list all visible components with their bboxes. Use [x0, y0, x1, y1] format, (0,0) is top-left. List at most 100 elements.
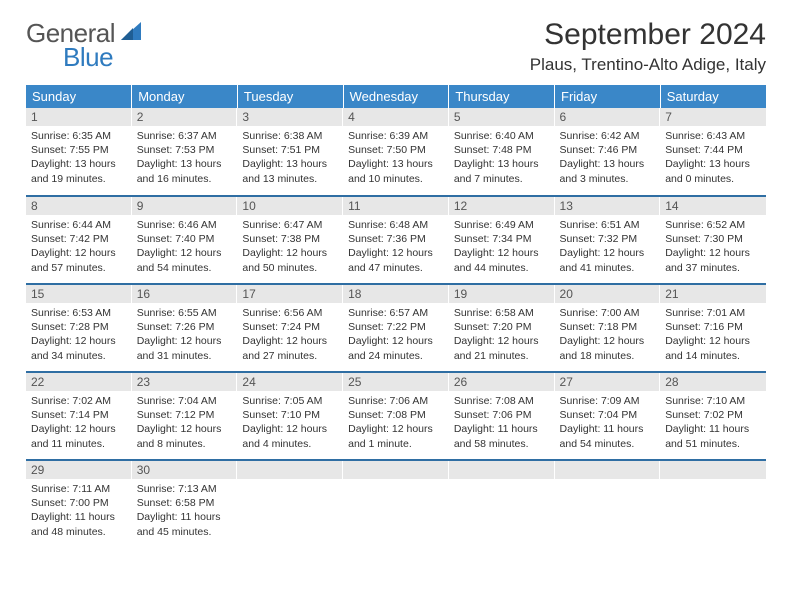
day-number: 22	[26, 373, 132, 391]
calendar-day-cell: 13Sunrise: 6:51 AMSunset: 7:32 PMDayligh…	[555, 196, 661, 284]
sunrise-line: Sunrise: 6:52 AM	[665, 218, 761, 232]
day-content: Sunrise: 6:48 AMSunset: 7:36 PMDaylight:…	[343, 215, 449, 280]
day-content	[555, 479, 661, 539]
daylight-line: Daylight: 12 hours and 50 minutes.	[242, 246, 338, 274]
day-number: 20	[555, 285, 661, 303]
day-content: Sunrise: 7:06 AMSunset: 7:08 PMDaylight:…	[343, 391, 449, 456]
calendar-day-cell: 24Sunrise: 7:05 AMSunset: 7:10 PMDayligh…	[237, 372, 343, 460]
day-number: 8	[26, 197, 132, 215]
day-number: 25	[343, 373, 449, 391]
day-content: Sunrise: 6:47 AMSunset: 7:38 PMDaylight:…	[237, 215, 343, 280]
title-block: September 2024 Plaus, Trentino-Alto Adig…	[530, 18, 766, 75]
day-content: Sunrise: 6:46 AMSunset: 7:40 PMDaylight:…	[132, 215, 238, 280]
sunrise-line: Sunrise: 6:57 AM	[348, 306, 444, 320]
daylight-line: Daylight: 12 hours and 47 minutes.	[348, 246, 444, 274]
sunrise-line: Sunrise: 6:46 AM	[137, 218, 233, 232]
day-content: Sunrise: 6:43 AMSunset: 7:44 PMDaylight:…	[660, 126, 766, 191]
sunset-line: Sunset: 7:38 PM	[242, 232, 338, 246]
calendar-day-cell: 21Sunrise: 7:01 AMSunset: 7:16 PMDayligh…	[660, 284, 766, 372]
calendar-empty-cell	[555, 460, 661, 548]
sunrise-line: Sunrise: 6:35 AM	[31, 129, 127, 143]
calendar-day-cell: 1Sunrise: 6:35 AMSunset: 7:55 PMDaylight…	[26, 108, 132, 196]
day-content: Sunrise: 7:13 AMSunset: 6:58 PMDaylight:…	[132, 479, 238, 544]
calendar-day-cell: 22Sunrise: 7:02 AMSunset: 7:14 PMDayligh…	[26, 372, 132, 460]
sunset-line: Sunset: 7:48 PM	[454, 143, 550, 157]
day-number: 26	[449, 373, 555, 391]
calendar-header-cell: Thursday	[449, 85, 555, 108]
calendar-day-cell: 2Sunrise: 6:37 AMSunset: 7:53 PMDaylight…	[132, 108, 238, 196]
calendar-day-cell: 30Sunrise: 7:13 AMSunset: 6:58 PMDayligh…	[132, 460, 238, 548]
header: General Blue September 2024 Plaus, Trent…	[26, 18, 766, 75]
calendar-empty-cell	[449, 460, 555, 548]
day-number: 5	[449, 108, 555, 126]
sunrise-line: Sunrise: 6:48 AM	[348, 218, 444, 232]
calendar-day-cell: 7Sunrise: 6:43 AMSunset: 7:44 PMDaylight…	[660, 108, 766, 196]
day-content	[237, 479, 343, 539]
day-number	[343, 461, 449, 479]
daylight-line: Daylight: 11 hours and 51 minutes.	[665, 422, 761, 450]
sunrise-line: Sunrise: 6:39 AM	[348, 129, 444, 143]
sunset-line: Sunset: 7:46 PM	[560, 143, 656, 157]
daylight-line: Daylight: 12 hours and 41 minutes.	[560, 246, 656, 274]
sunset-line: Sunset: 7:12 PM	[137, 408, 233, 422]
day-number	[237, 461, 343, 479]
sunset-line: Sunset: 7:53 PM	[137, 143, 233, 157]
daylight-line: Daylight: 13 hours and 3 minutes.	[560, 157, 656, 185]
sunrise-line: Sunrise: 6:47 AM	[242, 218, 338, 232]
sail-icon	[119, 20, 143, 47]
day-number	[555, 461, 661, 479]
daylight-line: Daylight: 12 hours and 34 minutes.	[31, 334, 127, 362]
sunrise-line: Sunrise: 7:08 AM	[454, 394, 550, 408]
day-content: Sunrise: 6:37 AMSunset: 7:53 PMDaylight:…	[132, 126, 238, 191]
day-content: Sunrise: 6:53 AMSunset: 7:28 PMDaylight:…	[26, 303, 132, 368]
sunset-line: Sunset: 7:28 PM	[31, 320, 127, 334]
sunset-line: Sunset: 7:50 PM	[348, 143, 444, 157]
calendar-day-cell: 10Sunrise: 6:47 AMSunset: 7:38 PMDayligh…	[237, 196, 343, 284]
day-number: 23	[132, 373, 238, 391]
sunset-line: Sunset: 7:20 PM	[454, 320, 550, 334]
day-content: Sunrise: 7:08 AMSunset: 7:06 PMDaylight:…	[449, 391, 555, 456]
daylight-line: Daylight: 11 hours and 48 minutes.	[31, 510, 127, 538]
day-number: 29	[26, 461, 132, 479]
sunset-line: Sunset: 7:24 PM	[242, 320, 338, 334]
day-content: Sunrise: 7:04 AMSunset: 7:12 PMDaylight:…	[132, 391, 238, 456]
daylight-line: Daylight: 12 hours and 14 minutes.	[665, 334, 761, 362]
day-content: Sunrise: 7:10 AMSunset: 7:02 PMDaylight:…	[660, 391, 766, 456]
daylight-line: Daylight: 11 hours and 45 minutes.	[137, 510, 233, 538]
day-number: 6	[555, 108, 661, 126]
daylight-line: Daylight: 12 hours and 11 minutes.	[31, 422, 127, 450]
calendar-day-cell: 27Sunrise: 7:09 AMSunset: 7:04 PMDayligh…	[555, 372, 661, 460]
sunrise-line: Sunrise: 6:40 AM	[454, 129, 550, 143]
daylight-line: Daylight: 13 hours and 7 minutes.	[454, 157, 550, 185]
sunrise-line: Sunrise: 6:38 AM	[242, 129, 338, 143]
day-number: 19	[449, 285, 555, 303]
day-number: 15	[26, 285, 132, 303]
day-content	[343, 479, 449, 539]
sunrise-line: Sunrise: 6:37 AM	[137, 129, 233, 143]
day-content: Sunrise: 6:42 AMSunset: 7:46 PMDaylight:…	[555, 126, 661, 191]
sunrise-line: Sunrise: 6:53 AM	[31, 306, 127, 320]
calendar-week-row: 1Sunrise: 6:35 AMSunset: 7:55 PMDaylight…	[26, 108, 766, 196]
day-number: 30	[132, 461, 238, 479]
sunset-line: Sunset: 7:34 PM	[454, 232, 550, 246]
sunrise-line: Sunrise: 6:43 AM	[665, 129, 761, 143]
daylight-line: Daylight: 12 hours and 44 minutes.	[454, 246, 550, 274]
day-number	[660, 461, 766, 479]
calendar-day-cell: 8Sunrise: 6:44 AMSunset: 7:42 PMDaylight…	[26, 196, 132, 284]
day-number: 13	[555, 197, 661, 215]
daylight-line: Daylight: 12 hours and 24 minutes.	[348, 334, 444, 362]
daylight-line: Daylight: 12 hours and 4 minutes.	[242, 422, 338, 450]
daylight-line: Daylight: 12 hours and 18 minutes.	[560, 334, 656, 362]
calendar-day-cell: 5 Sunrise: 6:40 AMSunset: 7:48 PMDaylight…	[449, 108, 555, 196]
sunset-line: Sunset: 7:44 PM	[665, 143, 761, 157]
calendar-day-cell: 20Sunrise: 7:00 AMSunset: 7:18 PMDayligh…	[555, 284, 661, 372]
calendar-week-row: 29Sunrise: 7:11 AMSunset: 7:00 PMDayligh…	[26, 460, 766, 548]
daylight-line: Daylight: 12 hours and 31 minutes.	[137, 334, 233, 362]
sunset-line: Sunset: 7:32 PM	[560, 232, 656, 246]
day-number	[449, 461, 555, 479]
daylight-line: Daylight: 13 hours and 13 minutes.	[242, 157, 338, 185]
day-content: Sunrise: 6:52 AMSunset: 7:30 PMDaylight:…	[660, 215, 766, 280]
sunrise-line: Sunrise: 7:01 AM	[665, 306, 761, 320]
daylight-line: Daylight: 12 hours and 54 minutes.	[137, 246, 233, 274]
day-content: Sunrise: 7:01 AMSunset: 7:16 PMDaylight:…	[660, 303, 766, 368]
